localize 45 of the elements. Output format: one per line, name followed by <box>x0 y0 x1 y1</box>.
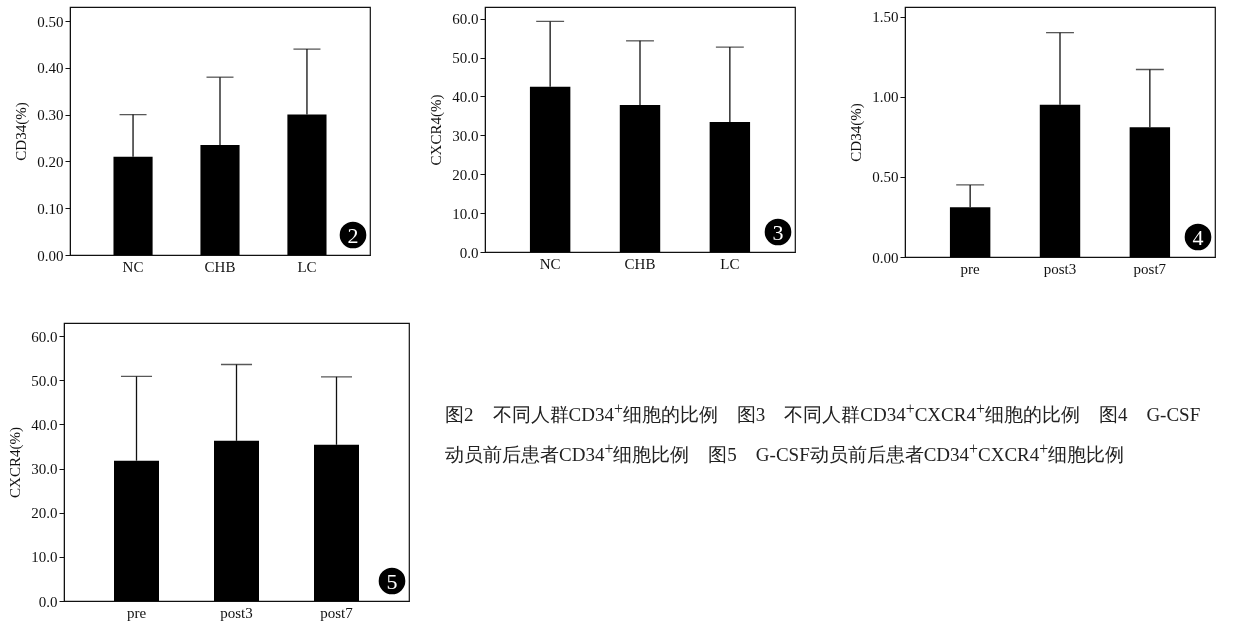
x-tick-label: NC <box>539 255 561 272</box>
y-tick-label: 0.00 <box>872 249 899 266</box>
y-axis-title: CXCR4(%) <box>428 94 446 166</box>
annotation: 3 <box>772 220 784 245</box>
x-tick-label: LC <box>297 258 317 275</box>
y-tick-label: 0.10 <box>37 200 64 217</box>
y-tick-label: 0.50 <box>872 169 899 186</box>
y-tick-label: 10.0 <box>31 549 58 566</box>
y-tick-label: 50.0 <box>452 50 479 67</box>
annotation: 2 <box>347 223 359 248</box>
x-tick-label: pre <box>126 604 147 621</box>
y-tick-label: 1.50 <box>872 9 899 26</box>
y-axis-title: CXCR4(%) <box>7 427 25 498</box>
annotation: 5 <box>386 569 398 594</box>
y-tick-label: 20.0 <box>452 166 479 183</box>
y-tick-label: 60.0 <box>31 328 58 345</box>
y-tick-label: 30.0 <box>452 127 479 144</box>
x-tick-label: NC <box>122 258 144 275</box>
y-tick-label: 0.0 <box>38 593 58 610</box>
annotation: 4 <box>1192 225 1204 250</box>
y-tick-label: 1.00 <box>872 89 899 106</box>
text: 图2 不同人群CD34$^{+}$细胞的比例 图3 不同人群CD34$^{+}$CXCR4$^{+}$细胞的比例 图4 G-CSF动员前后患者CD34$^{+}$细胞比例 图5 G-CSF动员前后患者CD34$^{+}$CXCR4$^{+}$细胞比例 <box>445 400 1201 466</box>
y-tick-label: 50.0 <box>31 372 58 389</box>
x-tick-label: post7 <box>1133 260 1167 277</box>
y-tick-label: 20.0 <box>31 505 58 522</box>
x-tick-label: pre <box>960 260 981 277</box>
y-axis-title: CD34(%) <box>13 102 31 161</box>
y-tick-label: 40.0 <box>452 88 479 105</box>
x-tick-label: LC <box>720 255 740 272</box>
y-tick-label: 60.0 <box>452 11 479 28</box>
y-axis-title: CD34(%) <box>848 103 866 162</box>
y-tick-label: 0.20 <box>37 153 64 170</box>
y-tick-label: 0.50 <box>37 13 64 30</box>
x-tick-label: CHB <box>624 255 656 272</box>
x-tick-label: CHB <box>204 258 236 275</box>
y-tick-label: 40.0 <box>31 416 58 433</box>
x-tick-label: post3 <box>1043 260 1077 277</box>
x-tick-label: post7 <box>320 604 354 621</box>
y-tick-label: 10.0 <box>452 205 479 222</box>
x-tick-label: post3 <box>220 604 253 621</box>
y-tick-label: 30.0 <box>31 461 58 478</box>
y-tick-label: 0.40 <box>37 60 64 77</box>
y-tick-label: 0.30 <box>37 107 64 124</box>
y-tick-label: 0.0 <box>459 244 479 261</box>
y-tick-label: 0.00 <box>37 247 64 264</box>
